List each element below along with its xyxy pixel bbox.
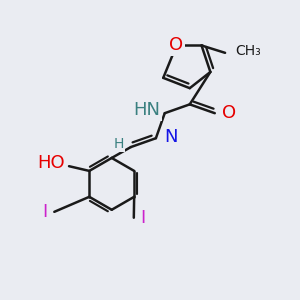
Text: O: O xyxy=(222,104,236,122)
Text: HN: HN xyxy=(133,101,160,119)
Text: N: N xyxy=(164,128,178,146)
Text: I: I xyxy=(43,203,48,221)
Text: H: H xyxy=(114,136,124,151)
Text: I: I xyxy=(140,209,146,227)
Text: O: O xyxy=(169,37,184,55)
Text: CH₃: CH₃ xyxy=(236,44,261,58)
Text: HO: HO xyxy=(37,154,64,172)
